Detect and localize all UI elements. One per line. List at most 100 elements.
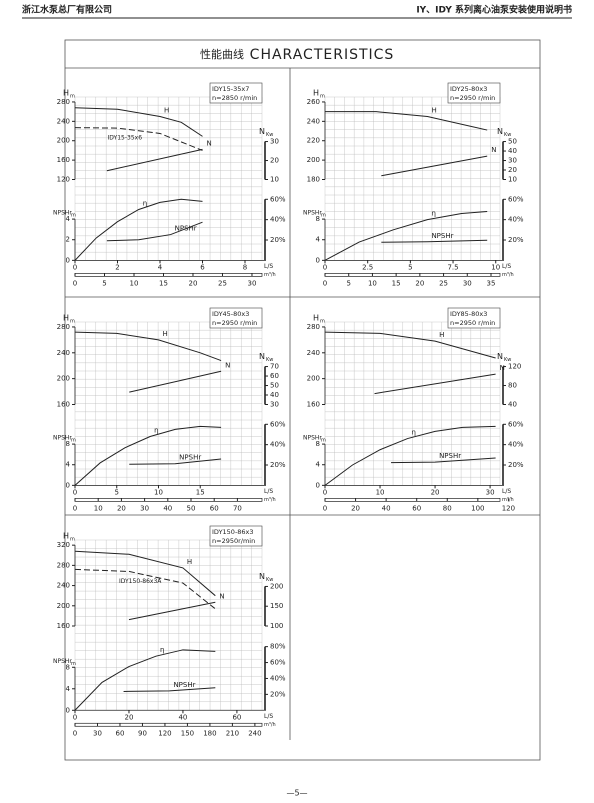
npsh-tick-label: 2 [66, 236, 70, 244]
n-title: N [259, 127, 265, 136]
x-tick-label: 40 [178, 713, 187, 721]
n-tick-label: 70 [270, 363, 279, 371]
n-tick-label: 80 [508, 382, 517, 390]
h-tick-label: 280 [307, 323, 320, 331]
x2-tick-label: 0 [323, 279, 327, 287]
x-tick-label: 60 [232, 713, 241, 721]
n-tick-label: 10 [270, 176, 279, 184]
curve-npsh [123, 687, 216, 692]
npsh-title: NPSHr [53, 210, 72, 217]
npsh-unit: m [321, 438, 326, 444]
eta-tick-label: 80% [270, 643, 286, 651]
curve-label: N [500, 364, 505, 372]
x-tick-label: 10 [154, 488, 163, 496]
h-tick-label: 220 [307, 137, 320, 145]
model: IDY150-86x3 [212, 528, 254, 536]
x2-tick-label: 50 [187, 504, 196, 512]
eta-tick-label: 20% [508, 461, 524, 469]
eta-tick-label: 20% [508, 236, 524, 244]
x2-tick-label: 10 [130, 279, 139, 287]
curve-label: NPSHr [175, 225, 197, 233]
n-tick-label: 120 [508, 363, 521, 371]
curve-h [325, 111, 488, 131]
npsh-tick-label: 4 [66, 461, 71, 469]
x2-tick-label: 15 [392, 279, 401, 287]
curve-label: η [431, 210, 435, 218]
curve-label: η [143, 199, 147, 207]
n-tick-label: 30 [508, 157, 517, 165]
x-tick-label: 10 [376, 488, 385, 496]
x2-tick-label: 0 [73, 279, 77, 287]
x2-tick-label: 20 [415, 279, 424, 287]
x-tick-label: 4 [158, 263, 163, 271]
header-right: IY、IDY 系列离心油泵安装使用说明书 [416, 4, 572, 16]
n-tick-label: 40 [508, 401, 517, 409]
x2-tick-label: 180 [203, 729, 216, 737]
h-tick-label: 240 [307, 349, 320, 357]
n-tick-label: 20 [270, 157, 279, 165]
x2-tick-label: 35 [487, 279, 496, 287]
curve-label: N [219, 592, 224, 600]
model: IDY15-35x7 [212, 85, 249, 93]
curve-label: NPSHr [439, 452, 461, 460]
q-title: L/S [264, 263, 273, 270]
page-frame [64, 39, 541, 761]
h-tick-label: 160 [57, 401, 70, 409]
npsh-title: NPSHr [53, 435, 72, 442]
n-tick-label: 10 [508, 176, 517, 184]
q-title: L/S [502, 488, 511, 495]
eta-tick-label: 60% [508, 420, 524, 428]
x2-tick-label: 60 [210, 504, 219, 512]
q-title: L/S [264, 713, 273, 720]
npsh-tick-label: 0 [316, 481, 320, 489]
n-unit: Kw [266, 357, 273, 363]
title-en: CHARACTERISTICS [250, 47, 395, 63]
npsh-tick-label: 0 [66, 706, 70, 714]
h-tick-label: 320 [57, 541, 70, 549]
model-box [209, 82, 263, 104]
q2-title: m³/h [502, 497, 514, 503]
curve-label: η [160, 646, 164, 654]
flow-bar [324, 273, 501, 277]
flow-bar [324, 498, 501, 502]
x2-tick-label: 30 [248, 279, 257, 287]
curve-eta [324, 425, 496, 486]
x2-tick-label: 25 [439, 279, 448, 287]
x-tick-label: 0 [323, 263, 327, 271]
h-tick-label: 200 [57, 137, 70, 145]
curve-label: H [431, 106, 436, 114]
curve-label: H [164, 106, 169, 114]
curve-label: H [439, 331, 444, 339]
q-title: L/S [264, 488, 273, 495]
x2-tick-label: 20 [117, 504, 126, 512]
npsh-unit: m [71, 438, 76, 444]
x2-tick-label: 20 [351, 504, 360, 512]
speed: n=2950 r/min [450, 94, 495, 102]
h-tick-label: 280 [57, 323, 70, 331]
h-title: H [313, 313, 319, 322]
q2-title: m³/h [502, 272, 514, 278]
x2-tick-label: 30 [93, 729, 102, 737]
h-unit: m [70, 93, 75, 99]
x2-tick-label: 5 [346, 279, 350, 287]
npsh-tick-label: 8 [66, 440, 70, 448]
x2-tick-label: 30 [463, 279, 472, 287]
eta-tick-label: 20% [270, 236, 286, 244]
npsh-unit: m [71, 213, 76, 219]
n-unit: Kw [266, 132, 273, 138]
x-tick-label: 20 [125, 713, 134, 721]
n-unit: Kw [266, 577, 273, 583]
npsh-unit: m [321, 213, 326, 219]
npsh-title: NPSHr [303, 435, 322, 442]
curve-label: IDY15-35x6 [108, 135, 143, 142]
footer: —5— [286, 789, 307, 798]
x2-tick-label: 10 [94, 504, 103, 512]
eta-tick-label: 40% [270, 441, 286, 449]
curve-n [129, 370, 222, 393]
npsh-tick-label: 8 [66, 663, 70, 671]
eta-tick-label: 20% [270, 461, 286, 469]
model: IDY45-80x3 [212, 310, 249, 318]
n-tick-label: 50 [270, 382, 279, 390]
x-tick-label: 8 [243, 263, 247, 271]
h-tick-label: 240 [57, 349, 70, 357]
